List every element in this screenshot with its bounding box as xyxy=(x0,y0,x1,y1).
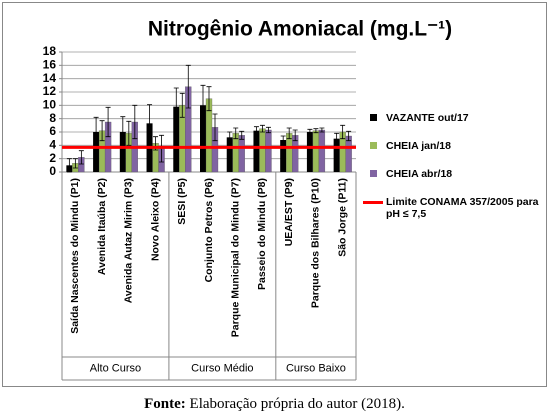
x-tick-label: Passeio do Mindu (P8) xyxy=(256,178,268,290)
bar xyxy=(318,129,326,173)
x-tick-label: Saída Nascentes do Mindu (P1) xyxy=(69,178,81,334)
x-tick-label: Parque dos Bilhares (P10) xyxy=(310,178,322,308)
error-bar xyxy=(126,120,132,146)
bar xyxy=(93,132,100,172)
error-bar xyxy=(200,84,206,126)
bar xyxy=(173,106,180,172)
y-tick-label: 14 xyxy=(43,71,57,85)
source-label: Fonte: xyxy=(144,396,186,412)
error-bar xyxy=(227,131,233,144)
legend-marker xyxy=(369,142,377,149)
x-tick-label: Avenida Itaúba (P2) xyxy=(96,178,108,275)
legend-item: CHEIA jan/18 xyxy=(360,140,545,152)
bar xyxy=(306,132,313,172)
y-tick-label: 0 xyxy=(49,164,56,178)
y-tick-label: 2 xyxy=(49,151,56,165)
legend-label: CHEIA abr/18 xyxy=(386,168,453,180)
bar xyxy=(200,105,206,172)
y-tick-label: 16 xyxy=(43,58,57,72)
error-bar xyxy=(286,127,292,140)
legend-swatch xyxy=(360,168,386,177)
y-tick-label: 10 xyxy=(43,98,57,112)
legend-swatch xyxy=(360,140,386,149)
legend: VAZANTE out/17 CHEIA jan/18 CHEIA abr/18 Li… xyxy=(360,112,545,236)
error-bar xyxy=(206,86,212,112)
y-tick-label: 8 xyxy=(49,111,56,125)
legend-label: Limite CONAMA 357/2005 para pH ≤ 7,5 xyxy=(386,196,539,220)
error-bar xyxy=(105,106,111,138)
bar xyxy=(280,140,287,172)
error-bar xyxy=(292,129,298,142)
chart-border xyxy=(2,2,547,387)
error-bar xyxy=(72,158,78,169)
legend-marker xyxy=(369,114,377,121)
error-bar xyxy=(185,64,191,109)
error-bar xyxy=(265,126,271,134)
bar xyxy=(232,133,239,173)
error-bar xyxy=(212,113,218,142)
bar xyxy=(333,138,340,172)
error-bar xyxy=(319,127,325,133)
caption: Fonte: Elaboração própria do autor (2018… xyxy=(0,396,549,413)
chart-title: Nitrogênio Amoniacal (mg.L⁻¹) xyxy=(148,18,452,41)
x-tick-label: Parque Municipal do Mindu (P7) xyxy=(230,178,242,337)
legend-swatch xyxy=(360,196,386,204)
error-bar xyxy=(340,124,346,140)
error-bar xyxy=(233,127,239,140)
y-tick-label: 18 xyxy=(43,44,57,58)
error-bar xyxy=(253,126,259,136)
error-bar xyxy=(78,150,84,165)
bar xyxy=(345,135,352,173)
error-bar xyxy=(307,128,313,136)
error-bar xyxy=(147,104,153,143)
x-tick-label: São Jorge (P11) xyxy=(336,178,348,257)
bar xyxy=(238,135,245,173)
legend-marker xyxy=(369,170,377,177)
error-bar xyxy=(259,124,265,133)
source-text: Elaboração própria do autor (2018). xyxy=(189,396,405,412)
group-label: Alto Curso xyxy=(90,362,141,374)
error-bar xyxy=(66,158,72,173)
x-tick-label: Conjunto Petros (P6) xyxy=(203,178,215,282)
bar xyxy=(286,133,293,173)
legend-item: Limite CONAMA 357/2005 para pH ≤ 7,5 xyxy=(360,196,545,220)
x-tick-label: Avenida Autaz Mirim (P3) xyxy=(123,178,135,303)
legend-swatch xyxy=(360,112,386,121)
legend-item: CHEIA abr/18 xyxy=(360,168,545,180)
legend-label: VAZANTE out/17 xyxy=(386,112,469,124)
x-tick-label: Novo Aleixo (P4) xyxy=(149,178,161,261)
error-bar xyxy=(173,87,179,126)
bar xyxy=(226,137,233,172)
y-tick-label: 4 xyxy=(49,138,56,152)
error-bar xyxy=(239,130,245,140)
legend-item: VAZANTE out/17 xyxy=(360,112,545,124)
group-label: Curso Médio xyxy=(191,362,253,374)
error-bar xyxy=(334,132,340,145)
legend-label: CHEIA jan/18 xyxy=(386,140,451,152)
legend-marker xyxy=(363,201,383,204)
error-bar xyxy=(280,135,286,145)
bar xyxy=(253,130,260,172)
group-label: Curso Baixo xyxy=(286,362,346,374)
error-bar xyxy=(346,130,352,142)
error-bar xyxy=(99,120,105,142)
error-bar xyxy=(313,128,319,134)
bar xyxy=(312,130,320,173)
y-tick-label: 6 xyxy=(49,124,56,138)
error-bar xyxy=(132,104,138,140)
x-tick-label: UEA/EST (P9) xyxy=(283,178,295,246)
bar xyxy=(265,129,272,173)
bar xyxy=(259,128,266,173)
x-tick-label: SESI (P5) xyxy=(176,178,188,225)
bar xyxy=(119,132,126,172)
error-bar xyxy=(179,92,185,118)
y-tick-label: 12 xyxy=(43,84,57,98)
chart: Nitrogênio Amoniacal (mg.L⁻¹) 0246810121… xyxy=(2,2,547,387)
